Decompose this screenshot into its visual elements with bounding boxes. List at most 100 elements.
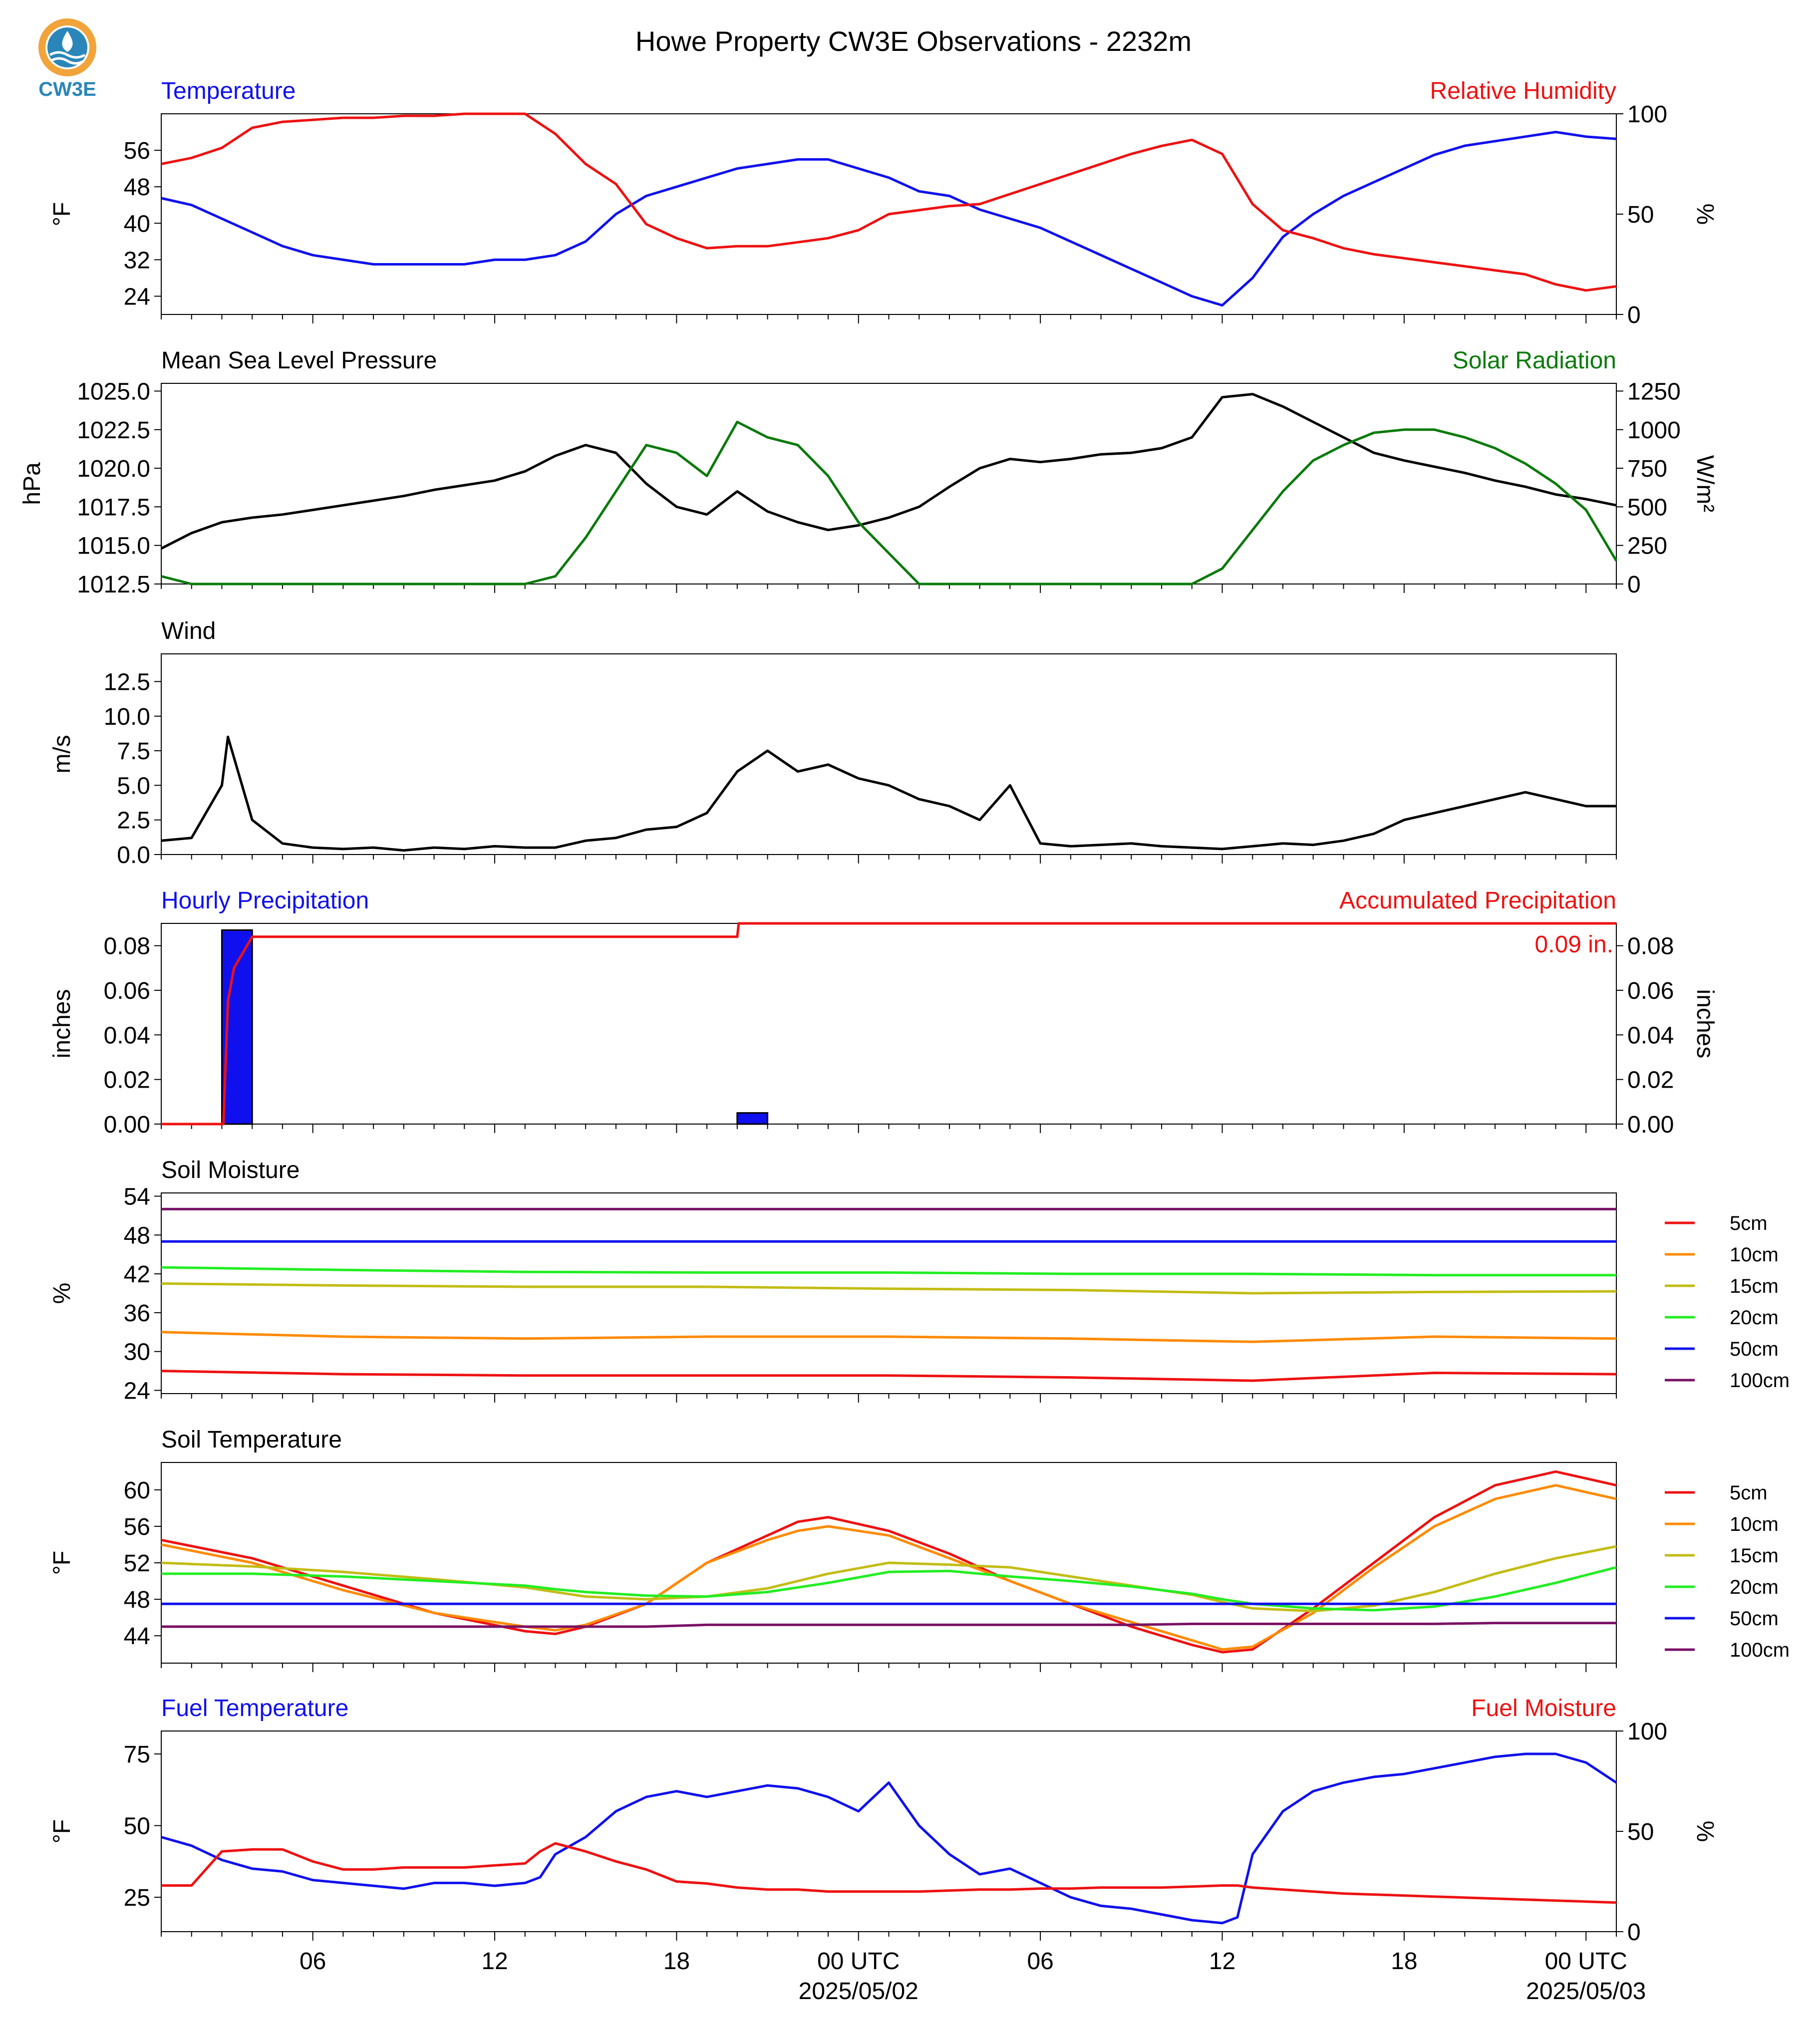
panel-title-left: Soil Temperature	[161, 1427, 342, 1453]
figure-title: Howe Property CW3E Observations - 2232m	[635, 25, 1192, 57]
y-tick-label: 56	[124, 1514, 150, 1540]
y-axis-label: m/s	[49, 735, 75, 773]
series-line-15cm	[161, 1545, 1617, 1613]
y-tick-label: 44	[124, 1623, 150, 1650]
date-label: 2025/05/03	[1526, 1978, 1646, 2005]
x-tick-label: 00 UTC	[817, 1948, 900, 1975]
x-tick-label: 00 UTC	[1545, 1948, 1627, 1975]
legend-label: 20cm	[1730, 1307, 1779, 1329]
panel-title-left: Temperature	[161, 78, 296, 104]
panel-temperature_rh: Temperature Relative Humidity °F % 24 32 40 48 5…	[49, 78, 1718, 328]
panel-title-left: Fuel Temperature	[161, 1695, 348, 1722]
y-axis-label-right: inches	[1692, 989, 1718, 1059]
y-tick-label-right: 100	[1627, 1719, 1667, 1745]
y-tick-label: 48	[124, 1587, 150, 1613]
y-tick-label: 52	[124, 1550, 150, 1577]
y-axis-label-right: %	[1692, 204, 1718, 225]
panel-title-left: Hourly Precipitation	[161, 887, 369, 914]
y-tick-label-right: 750	[1627, 456, 1667, 482]
cw3e-logo: CW3E	[38, 18, 96, 100]
series-line-solar-radiation	[161, 420, 1618, 585]
y-tick-label: 1017.5	[77, 494, 150, 521]
y-tick-label: 0.00	[104, 1112, 150, 1138]
logo-text: CW3E	[38, 78, 96, 100]
legend-label: 5cm	[1730, 1212, 1768, 1234]
x-tick-label: 12	[1209, 1948, 1235, 1975]
y-tick-label: 48	[124, 174, 150, 201]
x-tick-label: 06	[300, 1948, 326, 1975]
y-axis-label: %	[49, 1283, 75, 1304]
legend-label: 15cm	[1730, 1275, 1779, 1297]
y-tick-label: 0.04	[104, 1022, 150, 1049]
accumulated-precip-line	[161, 922, 1616, 1126]
y-tick-label: 24	[124, 1378, 150, 1405]
y-tick-label: 1015.0	[77, 533, 150, 560]
panel-title-right: Solar Radiation	[1453, 347, 1616, 374]
legend-label: 100cm	[1730, 1370, 1790, 1392]
y-tick-label: 54	[124, 1183, 150, 1210]
series-line-20cm	[161, 1566, 1617, 1612]
legend-label: 15cm	[1730, 1545, 1779, 1567]
legend-label: 5cm	[1730, 1482, 1768, 1504]
series-line-15cm	[161, 1282, 1617, 1295]
x-tick-label: 12	[481, 1948, 508, 1975]
y-tick-label: 1012.5	[77, 572, 150, 598]
y-tick-label: 7.5	[117, 738, 150, 765]
y-tick-label-right: 500	[1627, 494, 1667, 521]
panel-wind: Wind m/s 0.0 2.5 5.0 7.5 10.0 12.5	[49, 618, 1617, 869]
y-tick-label: 60	[124, 1477, 150, 1504]
y-tick-label-right: 50	[1627, 202, 1654, 228]
panel-frame	[161, 1731, 1617, 1932]
y-tick-label: 36	[124, 1300, 150, 1327]
y-axis-label: °F	[49, 1551, 75, 1575]
y-tick-label: 25	[124, 1885, 150, 1911]
y-tick-label-right: 0.08	[1627, 933, 1674, 960]
legend-label: 100cm	[1730, 1639, 1790, 1661]
x-tick-label: 18	[1391, 1948, 1417, 1975]
legend-label: 20cm	[1730, 1576, 1779, 1598]
y-tick-label: 2.5	[117, 808, 150, 834]
series-line-5cm	[161, 1470, 1617, 1654]
y-tick-label: 32	[124, 247, 150, 274]
legend-label: 50cm	[1730, 1608, 1779, 1630]
y-axis-label: °F	[49, 1819, 75, 1844]
y-tick-label: 40	[124, 211, 150, 237]
series-line-20cm	[161, 1266, 1616, 1277]
y-tick-label-right: 0	[1627, 572, 1641, 598]
series-line-relative-humidity	[161, 112, 1617, 292]
series-line-100cm	[161, 1622, 1616, 1628]
y-axis-label: inches	[49, 989, 75, 1059]
y-tick-label: 1022.5	[77, 417, 150, 444]
y-tick-label: 0.08	[104, 933, 150, 960]
accumulated-total-label: 0.09 in.	[1535, 931, 1613, 958]
date-label: 2025/05/02	[799, 1978, 918, 2005]
y-tick-label-right: 50	[1627, 1819, 1654, 1845]
y-tick-label-right: 0.00	[1627, 1112, 1674, 1138]
y-tick-label: 50	[124, 1813, 150, 1840]
panel-title-right: Accumulated Precipitation	[1339, 887, 1616, 914]
panel-title-right: Fuel Moisture	[1471, 1695, 1616, 1722]
y-tick-label-right: 0.04	[1627, 1022, 1674, 1049]
y-tick-label: 24	[124, 284, 150, 310]
legend-label: 10cm	[1730, 1513, 1779, 1535]
panel-title-left: Soil Moisture	[161, 1157, 300, 1183]
series-line-fuel-moisture	[161, 1842, 1617, 1904]
y-tick-label-right: 100	[1627, 101, 1667, 128]
y-axis-label-right: %	[1692, 1821, 1718, 1842]
panel-title-right: Relative Humidity	[1430, 78, 1616, 104]
legend: 5cm 10cm 15cm 20cm 50cm 100cm	[1665, 1482, 1790, 1661]
y-tick-label: 0.02	[104, 1067, 150, 1094]
y-tick-label: 10.0	[104, 704, 150, 730]
y-tick-label: 48	[124, 1222, 150, 1249]
y-tick-label-right: 1000	[1627, 417, 1681, 444]
y-tick-label-right: 1250	[1627, 378, 1681, 405]
series-line-5cm	[161, 1370, 1617, 1382]
panel-frame	[161, 653, 1617, 855]
y-tick-label: 0.06	[104, 978, 150, 1004]
panel-fuel: Fuel Temperature Fuel Moisture °F % 25 50 75 0 5…	[49, 1695, 1718, 2005]
series-line-temperature	[161, 131, 1617, 307]
y-tick-label: 0.0	[117, 842, 150, 869]
panel-precipitation: Hourly Precipitation Accumulated Precipit…	[49, 887, 1718, 1138]
y-axis-label: hPa	[19, 462, 45, 505]
y-tick-label: 42	[124, 1261, 150, 1288]
